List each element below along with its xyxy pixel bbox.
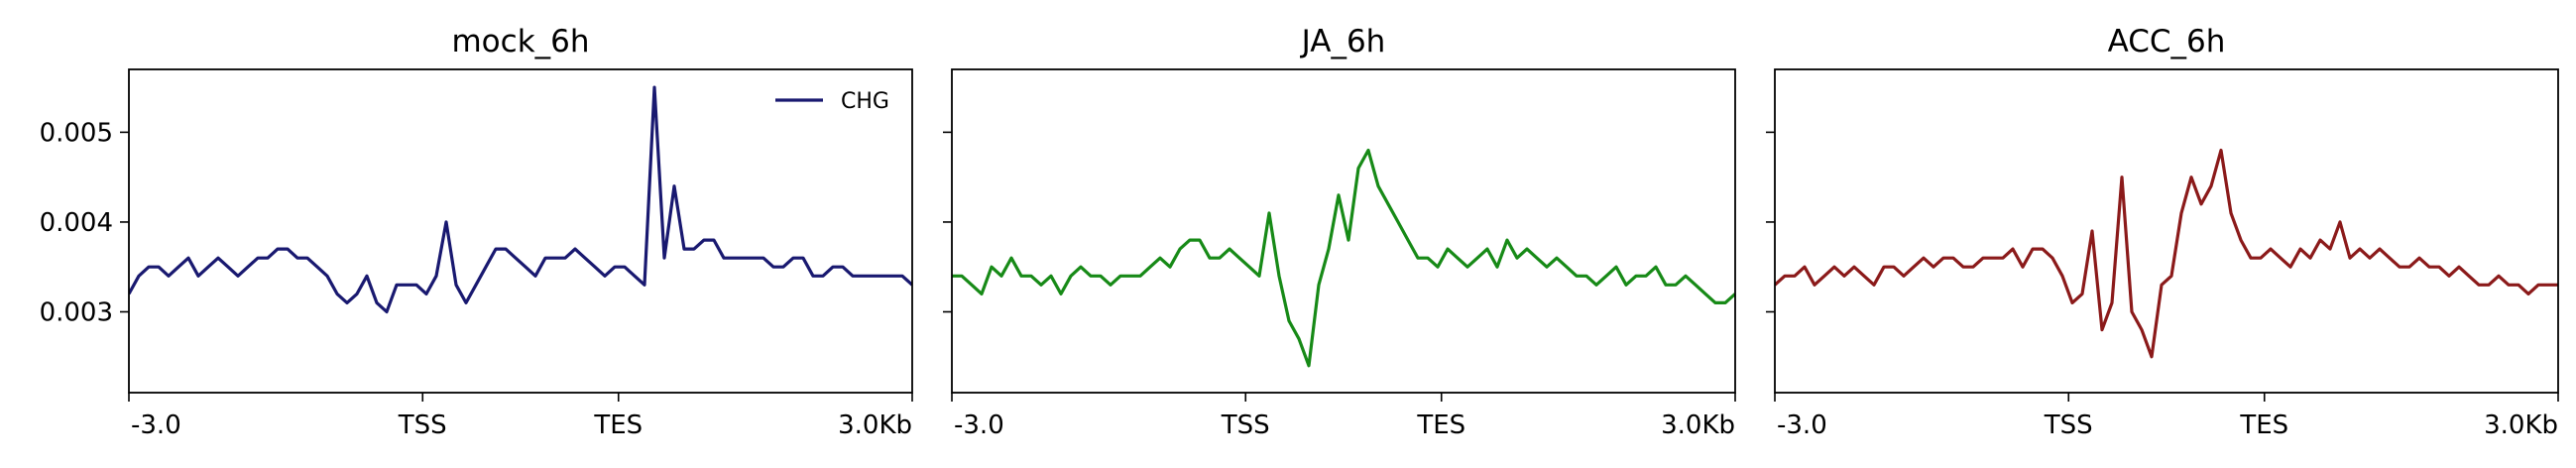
axes-frame bbox=[128, 68, 913, 394]
x-tick-label: -3.0 bbox=[954, 410, 1004, 440]
x-tick-label: TES bbox=[2239, 410, 2288, 440]
x-tick-label: 3.0Kb bbox=[1661, 410, 1735, 440]
axes-frame bbox=[951, 68, 1736, 394]
y-tick-label: 0.004 bbox=[40, 208, 113, 238]
series-line-chg bbox=[129, 85, 912, 314]
x-tick-label: TES bbox=[593, 410, 643, 440]
y-tick-label: 0.005 bbox=[40, 118, 113, 148]
x-tick-label: 3.0Kb bbox=[2484, 410, 2558, 440]
x-tick-label: -3.0 bbox=[131, 410, 181, 440]
x-tick-label: 3.0Kb bbox=[838, 410, 912, 440]
x-tick-label: TSS bbox=[2044, 410, 2093, 440]
x-tick-label: TSS bbox=[1221, 410, 1270, 440]
chart-title: ACC_6h bbox=[2108, 24, 2226, 59]
chart-panel-3: ACC_6h -3.0 TSS TES 3.0Kb bbox=[1766, 24, 2559, 440]
chart-title: JA_6h bbox=[1300, 24, 1386, 59]
series-line-panel-3 bbox=[1775, 148, 2558, 359]
y-tick-label: 0.003 bbox=[40, 298, 113, 328]
axes-frame bbox=[1774, 68, 2559, 394]
series-line-panel-2 bbox=[952, 148, 1735, 368]
chart-panel-2: JA_6h -3.0 TSS TES 3.0Kb bbox=[943, 24, 1736, 440]
x-tick-label: TSS bbox=[398, 410, 447, 440]
chart-title: mock_6h bbox=[451, 24, 589, 59]
panels: mock_6h 0.003 0.004 0.005 -3.0 TSS TES 3.0Kb CHG… bbox=[40, 24, 2559, 440]
legend-label: CHG bbox=[841, 89, 889, 114]
x-tick-label: TES bbox=[1416, 410, 1465, 440]
x-tick-label: -3.0 bbox=[1777, 410, 1827, 440]
chart-panel-1: mock_6h 0.003 0.004 0.005 -3.0 TSS TES 3.0Kb CHG bbox=[40, 24, 913, 440]
legend-entry: CHG bbox=[775, 89, 889, 114]
